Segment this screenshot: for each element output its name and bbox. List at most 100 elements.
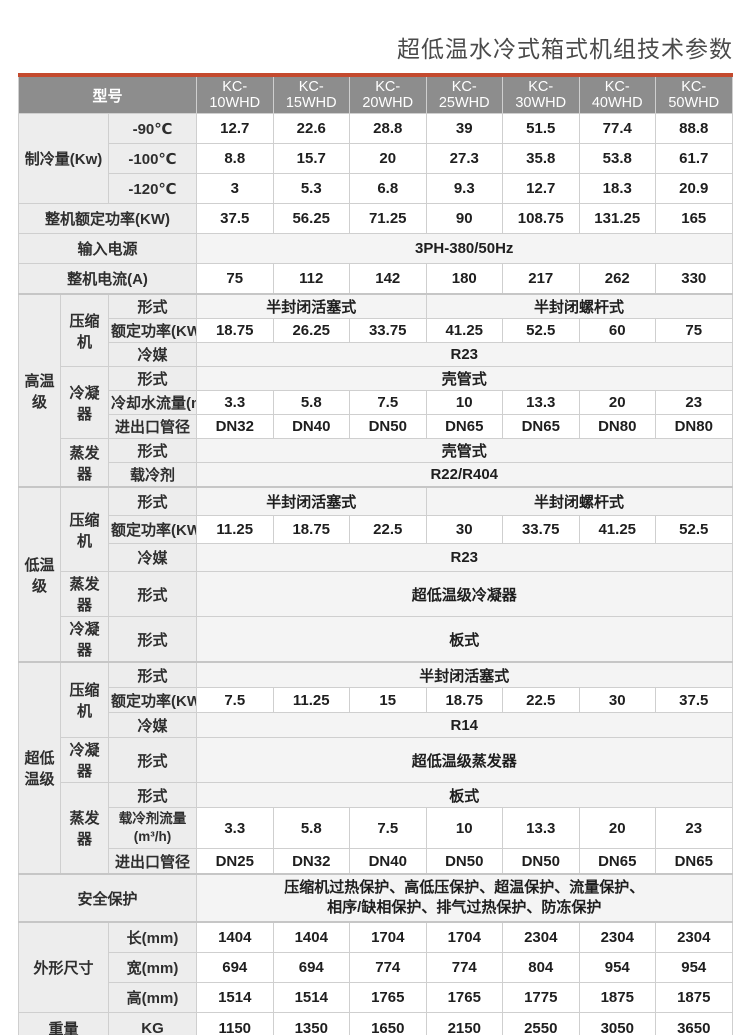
high-condenser-flow-label: 冷却水流量(m³/h) — [108, 390, 197, 415]
dim-width-v6: 954 — [655, 952, 733, 983]
low-condenser-type-label: 形式 — [108, 616, 197, 663]
row-ultra-evaporator-flow: 载冷剂流量 (m³/h) 3.3 5.8 7.5 10 13.3 20 23 — [19, 807, 733, 849]
current-v3: 180 — [425, 263, 503, 295]
dimensions-label: 外形尺寸 — [18, 921, 109, 1013]
dim-height-v3: 1765 — [425, 982, 503, 1013]
safety-label: 安全保护 — [18, 873, 197, 923]
weight-v0: 1150 — [196, 1012, 274, 1035]
ultra-pipe-v4: DN50 — [502, 848, 580, 875]
ultra-evaporator-type-value: 板式 — [196, 782, 733, 808]
cooling-90-v3: 39 — [425, 113, 503, 144]
ultra-refrigerant-value: R14 — [196, 712, 733, 738]
current-v4: 217 — [502, 263, 580, 295]
total-current-label: 整机电流(A) — [18, 263, 197, 295]
dim-width-v0: 694 — [196, 952, 274, 983]
ultra-pipe-v3: DN50 — [425, 848, 503, 875]
row-ultra-evaporator-type: 蒸发器 形式 板式 — [19, 782, 733, 875]
high-compressor-type-screw: 半封闭螺杆式 — [425, 293, 733, 319]
cooling-120-v3: 9.3 — [425, 173, 503, 204]
high-flow-v5: 20 — [578, 390, 656, 415]
model-kc15whd: KC-15WHD — [272, 74, 350, 114]
high-pipe-v0: DN32 — [196, 414, 274, 439]
high-compressor-type-label: 形式 — [108, 293, 197, 319]
current-v5: 262 — [578, 263, 656, 295]
row-dimension-length: 外形尺寸 长(mm) 1404 1404 1704 1704 2304 2304… — [18, 921, 733, 1013]
high-refrigerant-value: R23 — [196, 342, 733, 367]
ultra-compressor-type-value: 半封闭活塞式 — [196, 661, 733, 688]
high-refrigerant-label: 冷媒 — [108, 342, 197, 367]
row-ultra-compressor-type: 超低温级 压缩机 形式 半封闭活塞式 — [18, 661, 733, 875]
row-total-power: 整机额定功率(KW) 37.5 56.25 71.25 90 108.75 13… — [18, 203, 733, 234]
low-condenser-label: 冷凝器 — [60, 616, 109, 663]
cooling-120-v4: 12.7 — [502, 173, 580, 204]
row-cooling-minus90: 制冷量(Kw) -90℃ 12.7 22.6 28.8 39 51.5 77.4… — [18, 113, 733, 204]
dim-height-label: 高(mm) — [108, 982, 197, 1013]
dim-length-v5: 2304 — [578, 921, 656, 953]
model-kc40whd: KC-40WHD — [578, 74, 656, 114]
high-flow-v4: 13.3 — [502, 390, 580, 415]
power-supply-label: 输入电源 — [18, 233, 197, 264]
page-title: 超低温水冷式箱式机组技术参数 — [397, 36, 733, 62]
ultra-evaporator-pipe-label: 进出口管径 — [108, 848, 197, 875]
ultra-compressor-label: 压缩机 — [60, 661, 109, 738]
safety-value: 压缩机过热保护、高低压保护、超温保护、流量保护、 相序/缺相保护、排气过热保护、… — [196, 873, 733, 923]
row-low-evaporator-type: 蒸发器 形式 超低温级冷凝器 — [19, 571, 733, 617]
total-power-v0: 37.5 — [196, 203, 274, 234]
row-ultra-evaporator-pipe: 进出口管径 DN25 DN32 DN40 DN50 DN50 DN65 DN65 — [19, 848, 733, 875]
dim-length-label: 长(mm) — [108, 921, 197, 953]
dim-width-label: 宽(mm) — [108, 952, 197, 983]
high-flow-v2: 7.5 — [349, 390, 427, 415]
low-comp-power-v0: 11.25 — [196, 515, 274, 544]
high-comp-power-v4: 52.5 — [502, 318, 580, 343]
dim-length-v6: 2304 — [655, 921, 733, 953]
temp-minus120-label: -120℃ — [108, 173, 197, 204]
dim-height-v1: 1514 — [272, 982, 350, 1013]
cooling-120-v6: 20.9 — [655, 173, 733, 204]
ultra-pipe-v0: DN25 — [196, 848, 274, 875]
dim-length-v0: 1404 — [196, 921, 274, 953]
high-comp-power-v1: 26.25 — [272, 318, 350, 343]
ultra-refrigerant-label: 冷媒 — [108, 712, 197, 738]
weight-v5: 3050 — [578, 1012, 656, 1035]
total-power-v5: 131.25 — [578, 203, 656, 234]
ultra-comp-power-v5: 30 — [578, 687, 656, 713]
weight-label: 重量 — [18, 1012, 109, 1035]
ultra-comp-power-v1: 11.25 — [272, 687, 350, 713]
ultra-condenser-label: 冷凝器 — [60, 737, 109, 783]
row-low-compressor-power: 额定功率(KW) 11.25 18.75 22.5 30 33.75 41.25… — [19, 515, 733, 544]
ultra-evaporator-flow-label: 载冷剂流量 (m³/h) — [108, 807, 197, 849]
current-v0: 75 — [196, 263, 274, 295]
power-supply-value: 3PH-380/50Hz — [196, 233, 733, 264]
dim-height-v0: 1514 — [196, 982, 274, 1013]
dim-width-v4: 804 — [502, 952, 580, 983]
model-header-cell: 型号 — [18, 74, 197, 114]
current-v6: 330 — [655, 263, 733, 295]
cooling-100-v3: 27.3 — [425, 143, 503, 174]
high-comp-power-v6: 75 — [655, 318, 733, 343]
model-kc50whd: KC-50WHD — [655, 74, 733, 114]
total-power-v2: 71.25 — [349, 203, 427, 234]
weight-v4: 2550 — [502, 1012, 580, 1035]
cooling-90-v4: 51.5 — [502, 113, 580, 144]
ultra-flow-v1: 5.8 — [272, 807, 350, 849]
ultra-flow-v2: 7.5 — [349, 807, 427, 849]
dim-height-v6: 1875 — [655, 982, 733, 1013]
dim-length-v1: 1404 — [272, 921, 350, 953]
high-condenser-type-value: 壳管式 — [196, 366, 733, 391]
ultra-comp-power-v6: 37.5 — [655, 687, 733, 713]
ultra-flow-v3: 10 — [425, 807, 503, 849]
ultra-condenser-type-label: 形式 — [108, 737, 197, 783]
low-refrigerant-value: R23 — [196, 543, 733, 572]
high-flow-v3: 10 — [425, 390, 503, 415]
high-flow-v6: 23 — [655, 390, 733, 415]
low-evaporator-type-value: 超低温级冷凝器 — [196, 571, 733, 617]
low-comp-power-v6: 52.5 — [655, 515, 733, 544]
weight-v3: 2150 — [425, 1012, 503, 1035]
high-flow-v0: 3.3 — [196, 390, 274, 415]
low-comp-power-v1: 18.75 — [272, 515, 350, 544]
dim-width-v3: 774 — [425, 952, 503, 983]
high-compressor-label: 压缩机 — [60, 293, 109, 367]
low-comp-power-v4: 33.75 — [502, 515, 580, 544]
row-weight: 重量 KG 1150 1350 1650 2150 2550 3050 3650 — [18, 1012, 733, 1035]
